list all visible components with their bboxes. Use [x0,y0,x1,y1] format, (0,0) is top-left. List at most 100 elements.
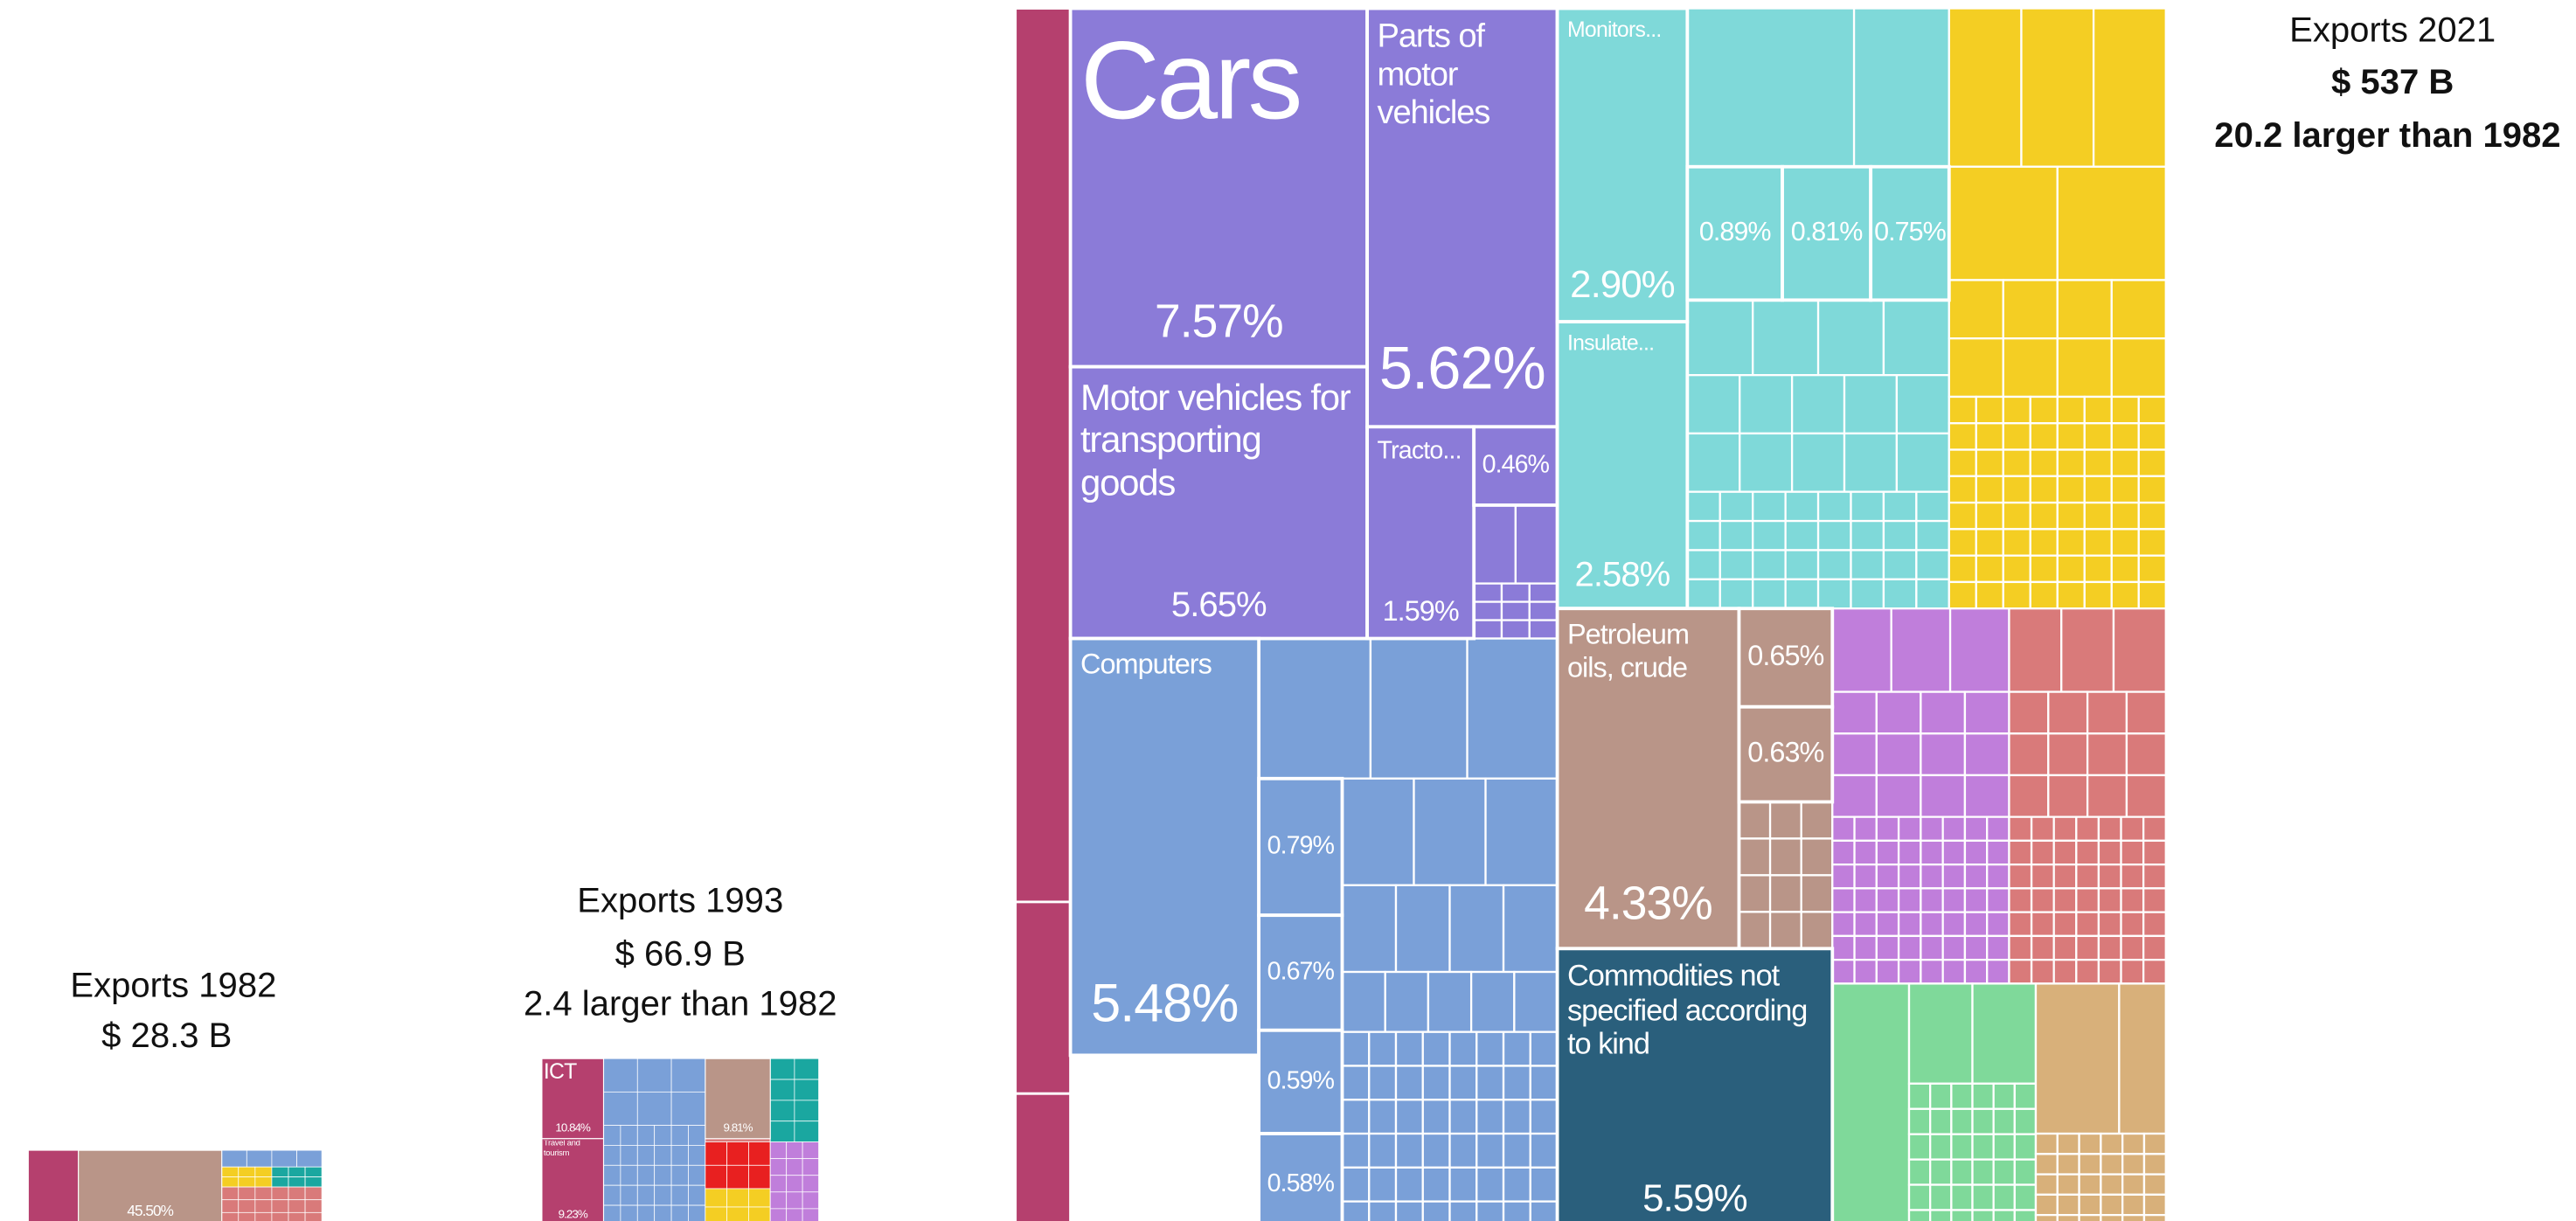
tile-block [603,1204,621,1221]
tile-block [603,1184,621,1206]
tile-block [1920,911,1944,938]
tile-block [1502,1065,1531,1101]
tile-block [238,1166,256,1178]
tile-block [2100,1153,2124,1176]
tile-block [705,1206,728,1221]
tile [1068,364,1370,641]
tile-block [2092,7,2167,168]
tile-block [1895,374,1950,435]
tile-block [1853,958,1878,985]
tile-block [786,1191,803,1210]
tile-block [27,1149,80,1221]
tile-block [2030,839,2055,866]
tile-block [1738,874,1772,913]
tile [1257,1028,1344,1135]
tile-block [1368,1200,1398,1221]
tile-block [1257,637,1372,780]
tile-block [1875,911,1900,938]
tile-block [670,1091,706,1126]
tile-block [1790,374,1846,435]
tile-block [1752,578,1787,610]
tile-block [2030,934,2055,961]
tile-block [2110,395,2140,425]
tile-block [2120,815,2145,843]
tile-block [2008,774,2050,818]
tile-block [769,1208,788,1221]
tile-block [620,1164,638,1186]
tile-label-box: Travel and tourism [544,1141,580,1158]
tile-block [1920,958,1944,985]
tile-block [1739,374,1794,435]
tile-label-box: Parts of motor vehicles [1378,18,1491,132]
tile [705,1058,771,1140]
tile-block [1971,1107,1995,1135]
subtitle-2021: $ 537 B [2331,63,2454,101]
tile-block [2056,580,2086,610]
tile-block [1502,884,1559,974]
tile [1257,776,1344,918]
tile-block [2008,934,2033,961]
tile [1365,425,1476,641]
tile-block [2110,475,2140,504]
tile-block [670,1204,689,1221]
tile-block [246,1149,273,1168]
tile-block [802,1191,819,1210]
tile-label-box: Motor vehicles for transporting goods [1080,377,1351,503]
tile-block [271,1199,289,1213]
tile-block [1948,607,2010,693]
tile-block [1853,934,1878,961]
tile-block [769,1191,788,1210]
tile-block [636,1125,656,1146]
tile-block [1929,1158,1953,1186]
note-1993: 2.4 larger than 1982 [524,985,837,1023]
tile-block [1895,432,1950,493]
tile-block [2047,774,2089,818]
tile-block [1920,815,1944,843]
tile-block [1920,839,1944,866]
tile-block [238,1186,256,1201]
tile-block [1986,887,2010,913]
tile-block [769,1120,795,1142]
tile-block [2083,554,2113,584]
tile-block [1500,619,1531,640]
tile-block [1986,958,2010,985]
tile [1555,6,1690,324]
tile-label-box: Tracto... [1377,436,1462,466]
tile-block [1986,839,2010,866]
tile-block [271,1149,297,1168]
tile-block [1992,1183,2016,1211]
tile-block [1852,7,1950,168]
tile-block [304,1176,323,1188]
tile-block [1831,863,1856,890]
tile-block [1963,958,1989,985]
tile-block [1831,690,1878,735]
tile-block [1014,7,1073,904]
tile-block [1384,970,1430,1033]
tile-block [2008,815,2033,843]
tile-block [1875,732,1922,777]
tile-block [2121,1173,2146,1197]
tile-block [670,1184,689,1206]
tile-block [2013,1082,2038,1110]
tile-block [2056,279,2113,340]
tile-block [1502,1030,1531,1067]
tile-block [2047,732,2089,777]
tile-block [2110,422,2140,451]
tile [1737,607,1835,709]
tile-block [1413,777,1487,886]
tile-block [2013,1183,2038,1211]
tile-block [1875,690,1922,735]
tile-block [1853,887,1878,913]
tile-label: Commodities not specified according to k… [1566,958,1808,1061]
tile-block [2086,774,2128,818]
tile-label: Tracto... [1377,436,1462,466]
tile-block [748,1164,771,1190]
tile-block [271,1176,289,1188]
tile-block [1738,837,1772,877]
tile-block [2052,934,2078,961]
tile-block [2097,911,2122,938]
tile-block [288,1176,306,1188]
tile-block [2075,863,2100,890]
tile-block [2002,395,2031,425]
tile-block [1948,165,2059,281]
